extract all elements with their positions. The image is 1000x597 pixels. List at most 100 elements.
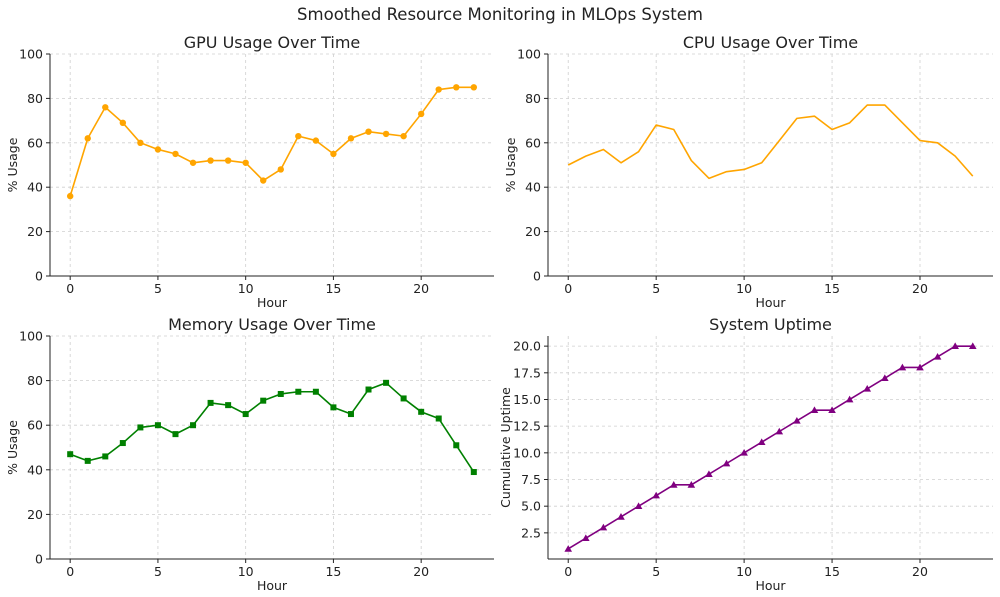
data-point bbox=[119, 119, 127, 127]
y-tick-label: 10.0 bbox=[513, 445, 541, 460]
memory-usage-series-line bbox=[69, 382, 475, 473]
data-point bbox=[881, 374, 889, 381]
gpu-usage-series-line bbox=[69, 86, 474, 197]
data-point bbox=[154, 422, 161, 429]
data-point bbox=[435, 415, 442, 422]
y-tick-label: 7.5 bbox=[521, 472, 541, 487]
y-tick-label: 100 bbox=[19, 47, 43, 62]
x-tick-label: 15 bbox=[824, 564, 840, 579]
data-point bbox=[207, 157, 214, 164]
data-point bbox=[453, 442, 460, 449]
data-point bbox=[564, 545, 573, 552]
figure-title: Smoothed Resource Monitoring in MLOps Sy… bbox=[297, 5, 703, 24]
data-point bbox=[330, 404, 337, 411]
y-tick-label: 60 bbox=[27, 418, 43, 433]
x-tick-label: 10 bbox=[736, 564, 752, 579]
data-point bbox=[470, 469, 477, 476]
data-point bbox=[933, 353, 942, 360]
y-tick-label: 40 bbox=[525, 180, 541, 195]
y-tick-label: 17.5 bbox=[513, 365, 541, 380]
y-tick-label: 0 bbox=[35, 269, 43, 284]
data-point bbox=[137, 424, 144, 431]
data-point bbox=[347, 411, 354, 418]
data-point bbox=[154, 146, 162, 153]
data-point bbox=[84, 135, 91, 142]
data-point bbox=[669, 481, 678, 488]
data-point bbox=[382, 130, 390, 138]
data-point bbox=[582, 534, 590, 542]
data-point bbox=[137, 139, 144, 146]
data-point bbox=[119, 440, 126, 447]
data-point bbox=[312, 388, 319, 395]
y-tick-label: 60 bbox=[27, 135, 43, 150]
data-point bbox=[242, 159, 249, 166]
data-point bbox=[190, 422, 197, 429]
system-uptime-chart: 0 5 10 15 20 2.5 5.0 7.5 10.0 12.5 15.0 17.5 20.0 Sys… bbox=[498, 315, 993, 593]
cpu-usage-title: CPU Usage Over Time bbox=[683, 33, 858, 52]
x-tick-label: 15 bbox=[824, 281, 840, 296]
y-axis-label: % Usage bbox=[5, 137, 20, 192]
y-tick-label: 0 bbox=[533, 269, 541, 284]
data-point bbox=[67, 451, 74, 458]
x-tick-label: 5 bbox=[652, 281, 660, 296]
cpu-usage-series-line bbox=[567, 104, 974, 180]
x-tick-label: 0 bbox=[564, 564, 572, 579]
x-axis-label: Hour bbox=[257, 578, 288, 593]
data-point bbox=[400, 395, 407, 402]
cpu-usage-chart: 0 5 10 15 20 0 20 40 60 80 100 CPU Usage Over Time H… bbox=[503, 33, 993, 310]
data-point bbox=[224, 157, 232, 164]
y-tick-label: 20.0 bbox=[513, 339, 541, 354]
data-point bbox=[898, 363, 907, 371]
y-tick-label: 2.5 bbox=[521, 525, 541, 540]
data-point bbox=[172, 150, 179, 158]
y-tick-label: 20 bbox=[27, 507, 43, 522]
data-point bbox=[968, 342, 977, 349]
data-point bbox=[740, 449, 748, 456]
data-point bbox=[189, 159, 197, 166]
x-tick-label: 10 bbox=[736, 281, 752, 296]
data-point bbox=[470, 84, 478, 91]
data-point bbox=[400, 132, 407, 140]
data-point bbox=[417, 110, 425, 118]
x-axis-label: Hour bbox=[257, 295, 288, 310]
y-axis-label: Cumulative Uptime bbox=[498, 387, 513, 508]
data-point bbox=[347, 135, 355, 142]
data-point bbox=[277, 166, 284, 173]
y-tick-label: 80 bbox=[27, 373, 43, 388]
x-tick-label: 0 bbox=[66, 564, 74, 579]
data-point bbox=[951, 342, 959, 349]
data-point bbox=[102, 453, 109, 460]
y-tick-label: 15.0 bbox=[513, 392, 541, 407]
x-tick-label: 10 bbox=[238, 281, 254, 296]
data-point bbox=[365, 386, 372, 393]
data-point bbox=[757, 438, 766, 446]
data-point bbox=[775, 427, 784, 435]
y-tick-label: 20 bbox=[27, 224, 43, 239]
data-point bbox=[722, 459, 731, 467]
y-tick-label: 100 bbox=[517, 47, 541, 62]
data-point bbox=[687, 481, 696, 488]
data-point bbox=[102, 104, 109, 111]
data-point bbox=[828, 406, 836, 414]
y-tick-label: 60 bbox=[525, 135, 541, 150]
data-point bbox=[634, 502, 643, 510]
x-tick-label: 10 bbox=[238, 564, 254, 579]
data-point bbox=[225, 402, 232, 409]
y-tick-label: 5.0 bbox=[521, 499, 541, 514]
y-tick-label: 100 bbox=[19, 329, 43, 344]
data-point bbox=[617, 513, 625, 520]
data-point bbox=[66, 192, 74, 200]
x-tick-label: 20 bbox=[413, 281, 429, 296]
data-point bbox=[810, 406, 819, 414]
data-point bbox=[435, 86, 442, 93]
data-point bbox=[418, 408, 425, 415]
data-point bbox=[652, 491, 660, 499]
y-tick-label: 0 bbox=[35, 552, 43, 567]
data-point bbox=[172, 431, 179, 438]
data-point bbox=[705, 470, 713, 478]
memory-usage-title: Memory Usage Over Time bbox=[168, 315, 376, 334]
memory-usage-chart: 0 5 10 15 20 0 20 40 60 80 100 Memory Usage Over Ti… bbox=[5, 315, 494, 593]
data-point bbox=[845, 395, 854, 403]
data-point bbox=[260, 177, 267, 184]
